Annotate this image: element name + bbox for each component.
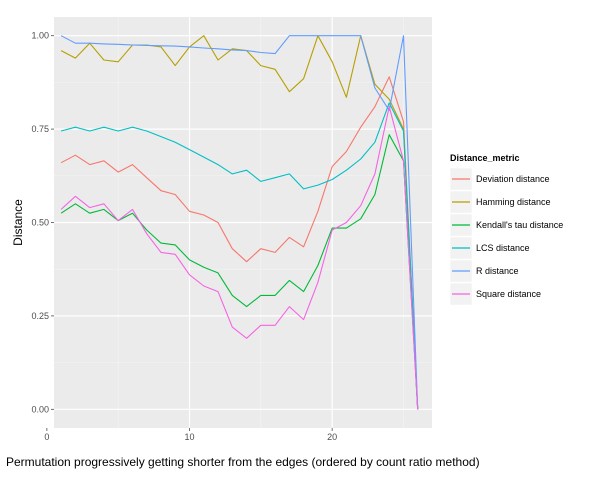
series-line [60,102,419,410]
y-tick-label: 0.00 [31,404,49,414]
x-axis-title: Permutation progressively getting shorte… [6,455,480,469]
series-line [60,35,419,410]
legend-label: LCS distance [476,243,530,253]
x-tick-label: 10 [185,432,195,442]
y-tick-label: 0.75 [31,124,49,134]
y-tick-label: 1.00 [31,31,49,41]
y-tick-label: 0.25 [31,311,49,321]
series-line [60,76,419,410]
legend-label: Kendall's tau distance [476,220,563,230]
x-tick-label: 20 [327,432,337,442]
y-axis-ticks: 0.00 0.25 0.50 0.75 1.00 [31,31,54,414]
y-tick-label: 0.50 [31,218,49,228]
y-axis-title: Distance [11,199,25,246]
series-lines [60,35,419,410]
legend-title: Distance_metric [450,153,520,163]
legend-label: R distance [476,266,519,276]
legend-label: Deviation distance [476,174,550,184]
x-tick-label: 0 [44,432,49,442]
legend-label: Square distance [476,289,541,299]
major-gridlines [46,17,432,428]
legend-items: Deviation distance Hamming distance Kendal… [449,167,563,306]
legend-label: Hamming distance [476,197,551,207]
series-line [60,106,419,410]
x-axis-ticks: 0 10 20 [44,428,337,442]
legend: Distance_metric Deviation distance Hammin… [449,153,563,306]
